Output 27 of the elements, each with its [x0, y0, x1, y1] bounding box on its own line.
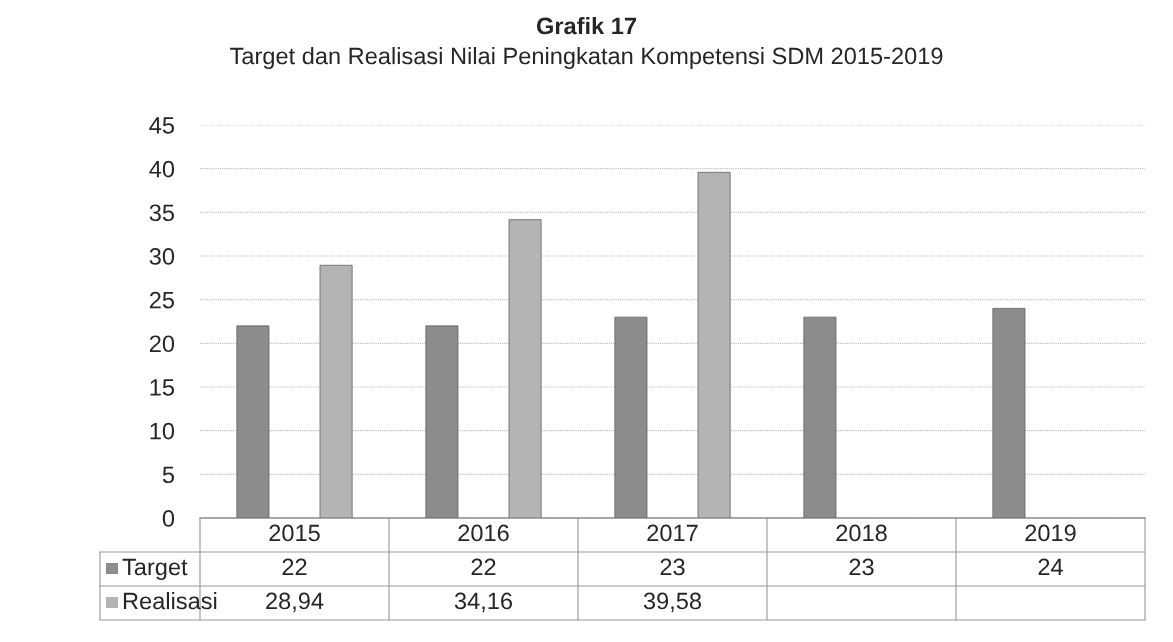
data-label: 23 — [849, 558, 874, 576]
y-tick-label: 35 — [149, 204, 175, 222]
x-tick-label: 2015 — [269, 524, 320, 542]
y-tick-label: 10 — [150, 422, 175, 440]
x-tick-label: 2018 — [836, 524, 887, 542]
x-tick-label: 2017 — [647, 524, 698, 542]
data-label: 34,16 — [454, 592, 513, 613]
data-label: 22 — [471, 558, 496, 576]
data-label: 28,94 — [266, 592, 324, 613]
data-label: 23 — [660, 558, 685, 576]
y-tick-label: 30 — [149, 248, 175, 265]
y-tick-label: 45 — [149, 117, 175, 134]
y-tick-label: 20 — [149, 335, 175, 353]
chart-subtitle: Target dan Realisasi Nilai Peningkatan Kompetensi SDM 2015-2019 — [230, 47, 943, 69]
y-tick-label: 15 — [150, 379, 175, 396]
y-tick-label: 40 — [149, 160, 175, 178]
data-label: 22 — [282, 558, 307, 576]
y-tick-label: 0 — [162, 510, 175, 527]
chart-title: Grafik 17 — [536, 17, 636, 35]
legend-label: Realisasi — [123, 591, 217, 610]
legend-label: Target — [122, 558, 188, 581]
data-label: 24 — [1038, 558, 1063, 576]
y-tick-label: 25 — [149, 291, 175, 309]
x-tick-label: 2019 — [1025, 524, 1076, 542]
data-label: 39,58 — [643, 592, 702, 613]
x-tick-label: 2016 — [458, 524, 509, 542]
y-tick-label: 5 — [162, 466, 175, 484]
